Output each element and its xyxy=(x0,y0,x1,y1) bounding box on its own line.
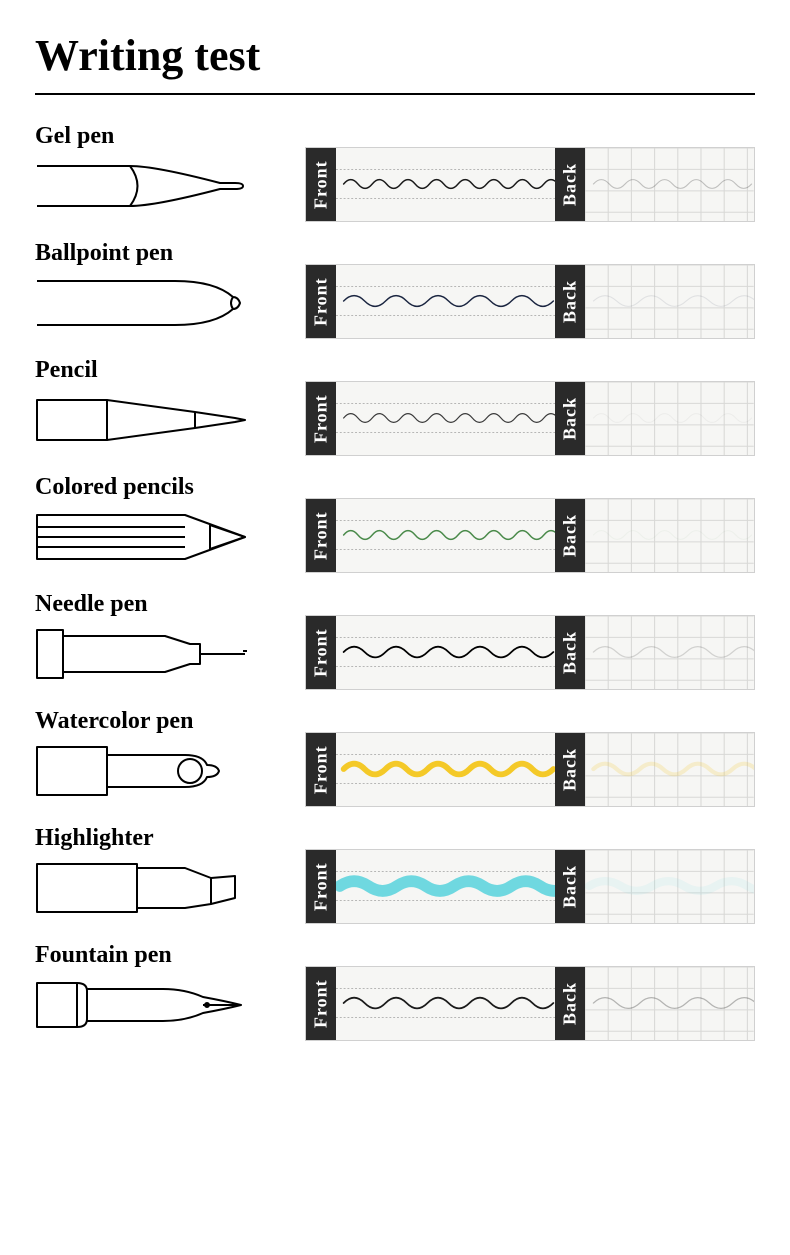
front-tab: Front xyxy=(306,967,336,1040)
sample-cell: Front Back xyxy=(305,498,755,573)
back-swatch xyxy=(585,382,754,455)
page-title: Writing test xyxy=(35,30,755,81)
back-swatch xyxy=(585,967,754,1040)
pen-cell: Needle pen xyxy=(35,591,285,684)
pen-cell: Pencil xyxy=(35,357,285,450)
table-row: Gel pen Front Back xyxy=(35,123,755,222)
table-row: Ballpoint pen Front Back xyxy=(35,240,755,339)
back-swatch xyxy=(585,499,754,572)
back-tab: Back xyxy=(555,499,585,572)
front-swatch xyxy=(336,499,555,572)
pen-cell: Highlighter xyxy=(35,825,285,918)
pen-cell: Fountain pen xyxy=(35,942,285,1035)
front-tab: Front xyxy=(306,616,336,689)
sample-cell: Front Back xyxy=(305,264,755,339)
pen-cell: Gel pen xyxy=(35,123,285,216)
back-swatch xyxy=(585,733,754,806)
pen-label: Colored pencils xyxy=(35,474,285,501)
back-tab: Back xyxy=(555,850,585,923)
pen-label: Watercolor pen xyxy=(35,708,285,735)
highlighter-pen-icon xyxy=(35,858,265,918)
front-swatch xyxy=(336,616,555,689)
pen-label: Fountain pen xyxy=(35,942,285,969)
gel-pen-icon xyxy=(35,156,265,216)
pen-label: Gel pen xyxy=(35,123,285,150)
front-tab: Front xyxy=(306,850,336,923)
front-swatch xyxy=(336,382,555,455)
sample-cell: Front Back xyxy=(305,381,755,456)
pen-label: Pencil xyxy=(35,357,285,384)
front-swatch xyxy=(336,850,555,923)
pen-cell: Ballpoint pen xyxy=(35,240,285,333)
back-swatch xyxy=(585,265,754,338)
fountain-pen-icon xyxy=(35,975,265,1035)
table-row: Fountain pen Front Back xyxy=(35,942,755,1041)
pen-cell: Watercolor pen xyxy=(35,708,285,801)
needle-pen-icon xyxy=(35,624,265,684)
back-swatch xyxy=(585,616,754,689)
front-swatch xyxy=(336,967,555,1040)
table-row: Pencil Front Back xyxy=(35,357,755,456)
back-swatch xyxy=(585,148,754,221)
back-swatch xyxy=(585,850,754,923)
sample-cell: Front Back xyxy=(305,615,755,690)
front-tab: Front xyxy=(306,499,336,572)
back-tab: Back xyxy=(555,148,585,221)
front-tab: Front xyxy=(306,733,336,806)
pen-label: Highlighter xyxy=(35,825,285,852)
title-rule xyxy=(35,93,755,95)
front-tab: Front xyxy=(306,382,336,455)
table-row: Colored pencils Front Back xyxy=(35,474,755,573)
front-tab: Front xyxy=(306,148,336,221)
back-tab: Back xyxy=(555,733,585,806)
ballpoint-pen-icon xyxy=(35,273,265,333)
colored-pen-icon xyxy=(35,507,265,567)
front-swatch xyxy=(336,265,555,338)
sample-cell: Front Back xyxy=(305,732,755,807)
pen-label: Needle pen xyxy=(35,591,285,618)
pen-cell: Colored pencils xyxy=(35,474,285,567)
table-row: Needle pen Front Back xyxy=(35,591,755,690)
back-tab: Back xyxy=(555,265,585,338)
back-tab: Back xyxy=(555,967,585,1040)
sample-cell: Front Back xyxy=(305,147,755,222)
table-row: Watercolor pen Front Back xyxy=(35,708,755,807)
front-swatch xyxy=(336,148,555,221)
front-tab: Front xyxy=(306,265,336,338)
pen-label: Ballpoint pen xyxy=(35,240,285,267)
back-tab: Back xyxy=(555,616,585,689)
watercolor-pen-icon xyxy=(35,741,265,801)
writing-test-table: Gel pen Front Back Ballpoint pen xyxy=(35,123,755,1041)
table-row: Highlighter Front Back xyxy=(35,825,755,924)
front-swatch xyxy=(336,733,555,806)
pencil-pen-icon xyxy=(35,390,265,450)
sample-cell: Front Back xyxy=(305,966,755,1041)
back-tab: Back xyxy=(555,382,585,455)
sample-cell: Front Back xyxy=(305,849,755,924)
